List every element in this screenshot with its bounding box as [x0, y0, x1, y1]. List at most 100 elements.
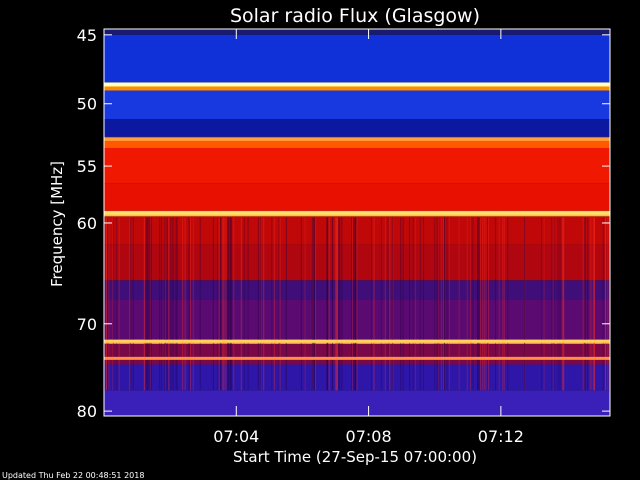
- striation: [105, 217, 107, 391]
- striation: [118, 217, 120, 391]
- striation: [483, 217, 485, 391]
- striation: [240, 217, 242, 391]
- striation: [444, 217, 446, 391]
- striation: [104, 217, 106, 391]
- striation: [353, 217, 355, 391]
- striation: [108, 217, 110, 391]
- striation: [260, 217, 262, 391]
- striation: [487, 217, 489, 391]
- y-axis-title: Frequency [MHz]: [48, 161, 66, 287]
- striation: [482, 217, 484, 391]
- emission-lines: [104, 82, 610, 360]
- y-tick-label: 60: [77, 214, 97, 233]
- frequency-band: [104, 183, 610, 211]
- striation: [243, 217, 245, 391]
- striation: [338, 217, 340, 391]
- striation: [230, 217, 232, 391]
- frequency-band: [104, 280, 610, 301]
- frequency-band: [104, 136, 610, 148]
- striation: [590, 217, 592, 391]
- striation: [477, 217, 479, 391]
- striation: [355, 217, 357, 391]
- striation: [339, 217, 341, 391]
- spectrogram-bands: [104, 29, 610, 416]
- striation: [315, 217, 317, 391]
- striation: [327, 217, 329, 391]
- striation: [233, 217, 235, 391]
- striation: [313, 217, 315, 391]
- striation: [312, 217, 314, 391]
- frequency-band: [104, 300, 610, 340]
- striation: [593, 217, 595, 391]
- striation: [551, 217, 553, 391]
- striation: [222, 217, 224, 391]
- striation: [144, 217, 146, 391]
- striation: [552, 217, 554, 391]
- frequency-band: [104, 119, 610, 137]
- striation: [541, 217, 543, 391]
- striation: [147, 217, 149, 391]
- striation: [300, 217, 302, 391]
- striation: [562, 217, 564, 391]
- striation: [247, 217, 249, 391]
- x-axis-ticks: 07:04 07:08 07:12: [213, 29, 524, 446]
- emission-line: [104, 356, 610, 360]
- striation: [311, 217, 313, 391]
- striation: [543, 217, 545, 391]
- striation: [443, 217, 445, 391]
- striation: [392, 217, 394, 391]
- x-tick-label: 07:04: [213, 427, 259, 446]
- striation: [171, 217, 173, 391]
- striation: [285, 217, 287, 391]
- striation: [331, 217, 333, 391]
- emission-line: [104, 82, 610, 86]
- striation: [273, 217, 275, 391]
- striation: [604, 217, 606, 391]
- chart-title: Solar radio Flux (Glasgow): [230, 5, 480, 27]
- striation: [602, 217, 604, 391]
- striation: [164, 217, 166, 391]
- striation: [412, 217, 414, 391]
- striation: [221, 217, 223, 391]
- striation: [470, 217, 472, 391]
- striation: [498, 217, 500, 391]
- y-tick-label: 55: [77, 157, 97, 176]
- emission-line: [104, 137, 610, 141]
- striation: [228, 217, 230, 391]
- striation: [150, 217, 152, 391]
- striation: [312, 217, 314, 391]
- striation: [314, 217, 316, 391]
- striation: [389, 217, 391, 391]
- striation: [524, 217, 526, 391]
- striation: [279, 217, 281, 391]
- striation: [592, 217, 594, 391]
- spectrogram-texture: [104, 217, 611, 391]
- x-tick-label: 07:08: [346, 427, 392, 446]
- frequency-band: [104, 147, 610, 184]
- striation: [218, 217, 220, 391]
- striation: [409, 217, 411, 391]
- striation: [438, 217, 440, 391]
- striation: [495, 217, 497, 391]
- striation: [336, 217, 338, 391]
- striation: [150, 217, 152, 391]
- striation: [263, 217, 265, 391]
- striation: [503, 217, 505, 391]
- x-axis-title: Start Time (27-Sep-15 07:00:00): [233, 448, 477, 466]
- frequency-band: [104, 34, 610, 83]
- striation: [159, 217, 161, 391]
- striation: [278, 217, 280, 391]
- striation: [605, 217, 607, 391]
- striation: [384, 217, 386, 391]
- striation: [353, 217, 355, 391]
- striation: [434, 217, 436, 391]
- striation: [387, 217, 389, 391]
- striation: [168, 217, 170, 391]
- striation: [485, 217, 487, 391]
- striation: [423, 217, 425, 391]
- striation: [161, 217, 163, 391]
- striation: [107, 217, 109, 391]
- striation: [443, 217, 445, 391]
- striation: [304, 217, 306, 391]
- striation: [223, 217, 225, 391]
